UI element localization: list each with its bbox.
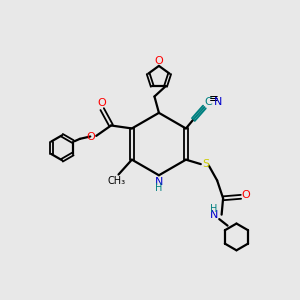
Text: O: O <box>86 132 95 142</box>
Text: N: N <box>209 210 218 220</box>
Text: N: N <box>155 177 163 187</box>
Text: H: H <box>155 183 163 193</box>
Text: CH₃: CH₃ <box>108 176 126 186</box>
Text: S: S <box>202 159 209 169</box>
Text: ≡: ≡ <box>208 92 218 105</box>
Text: O: O <box>242 190 250 200</box>
Text: O: O <box>98 98 106 108</box>
Text: O: O <box>154 56 163 66</box>
Text: N: N <box>214 97 223 107</box>
Text: C: C <box>204 97 212 107</box>
Text: H: H <box>210 204 217 214</box>
